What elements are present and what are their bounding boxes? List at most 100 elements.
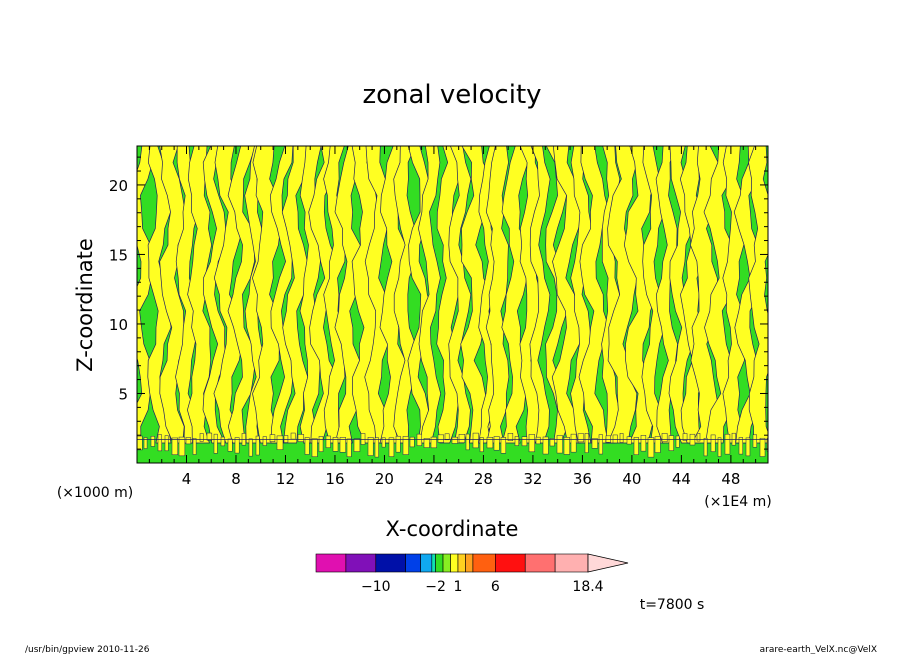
field-cell	[199, 433, 204, 442]
field-cell	[584, 433, 589, 453]
field-cell	[661, 433, 668, 443]
field-cell	[248, 438, 253, 457]
field-cell	[234, 437, 240, 454]
field-cell	[409, 436, 415, 448]
field-cell	[437, 434, 445, 443]
field-cell	[668, 435, 674, 451]
field-cell	[759, 437, 766, 457]
x-tick-label: 36	[573, 470, 592, 488]
field-cell	[493, 436, 500, 451]
x-tick-label: 32	[523, 470, 542, 488]
field-cell	[444, 433, 450, 441]
field-cell	[339, 437, 346, 453]
field-streak	[281, 146, 309, 444]
colorbar-swatch	[442, 553, 451, 573]
field-cell	[311, 438, 318, 457]
colorbar-tick-label: 18.4	[572, 579, 603, 595]
field-cell	[304, 437, 310, 455]
colorbar-swatch	[315, 553, 347, 573]
colorbar-extension-arrow	[587, 553, 629, 573]
field-cell	[640, 435, 647, 452]
x-tick-label: 48	[721, 470, 740, 488]
x-tick-label: 16	[325, 470, 344, 488]
field-cell	[192, 438, 197, 455]
field-cell	[535, 436, 541, 445]
colorbar-swatch	[435, 553, 444, 573]
field-cell	[542, 436, 549, 455]
colorbar-tick-label: −10	[361, 579, 391, 595]
field-cell	[738, 437, 743, 455]
field-streak	[334, 146, 362, 444]
colorbar-swatch	[431, 553, 436, 573]
x-tick-label: 20	[375, 470, 394, 488]
colorbar-swatch	[465, 553, 474, 573]
field-cell	[514, 436, 520, 446]
field-cell	[367, 437, 374, 456]
field-cell	[185, 437, 192, 445]
field-streak	[748, 146, 768, 444]
colorbar: −10 −2 1 6 18.4	[315, 553, 629, 595]
time-label: t=7800 s	[640, 597, 705, 613]
colorbar-swatch	[375, 553, 406, 573]
field-cell	[612, 434, 618, 444]
field-cell	[507, 433, 514, 441]
field-cell	[395, 435, 401, 453]
colorbar-swatch	[450, 553, 459, 573]
field-cell	[479, 437, 484, 453]
field-cell	[430, 436, 437, 449]
field-cell	[137, 435, 143, 451]
field-cell	[654, 436, 661, 453]
field-cell	[752, 434, 758, 448]
field-cell	[423, 438, 430, 448]
field-cell	[717, 437, 722, 457]
field-cell	[710, 434, 716, 452]
field-cell	[297, 434, 305, 442]
field-cell	[675, 435, 680, 448]
field-cell	[157, 434, 162, 452]
field-cell	[171, 437, 178, 456]
x-tick-label: 4	[182, 470, 192, 488]
field-cell	[500, 437, 507, 454]
y-axis-unit: (×1000 m)	[57, 485, 133, 501]
field-streak	[448, 146, 472, 444]
field-streak	[147, 146, 172, 444]
colorbar-swatch	[554, 553, 589, 573]
y-tick-label: 10	[109, 316, 128, 334]
colorbar-tick-label: 6	[491, 579, 500, 595]
field-cell	[703, 437, 708, 457]
velocity-field	[137, 146, 768, 463]
x-tick-label: 12	[276, 470, 295, 488]
x-tick-label: 24	[424, 470, 443, 488]
y-axis: 5 10 15 20	[109, 156, 768, 450]
colorbar-swatch	[495, 553, 526, 573]
field-cell	[724, 433, 731, 455]
x-tick-label: 8	[231, 470, 241, 488]
field-cell	[143, 437, 148, 449]
field-cell	[206, 432, 213, 441]
field-cell	[255, 435, 260, 456]
y-tick-label: 20	[109, 177, 128, 195]
field-cell	[549, 438, 555, 447]
colorbar-swatch	[420, 553, 433, 573]
field-cell	[178, 436, 186, 457]
x-axis-label: X-coordinate	[386, 517, 519, 541]
field-cell	[381, 437, 386, 448]
y-axis-label: Z-coordinate	[73, 238, 97, 372]
y-tick-label: 15	[109, 246, 128, 264]
field-cell	[577, 433, 585, 443]
x-tick-label: 28	[474, 470, 493, 488]
field-cell	[164, 435, 169, 452]
field-cell	[318, 436, 324, 452]
field-cell	[563, 437, 570, 455]
field-cell	[374, 437, 379, 458]
field-cell	[150, 436, 155, 447]
field-cell	[598, 434, 603, 455]
field-cell	[486, 437, 494, 449]
field-cell	[451, 436, 458, 444]
field-cell	[262, 436, 267, 446]
x-tick-label: 44	[672, 470, 691, 488]
colorbar-tick-label: −2	[425, 579, 446, 595]
field-cell	[220, 436, 225, 447]
field-cell	[745, 437, 751, 457]
